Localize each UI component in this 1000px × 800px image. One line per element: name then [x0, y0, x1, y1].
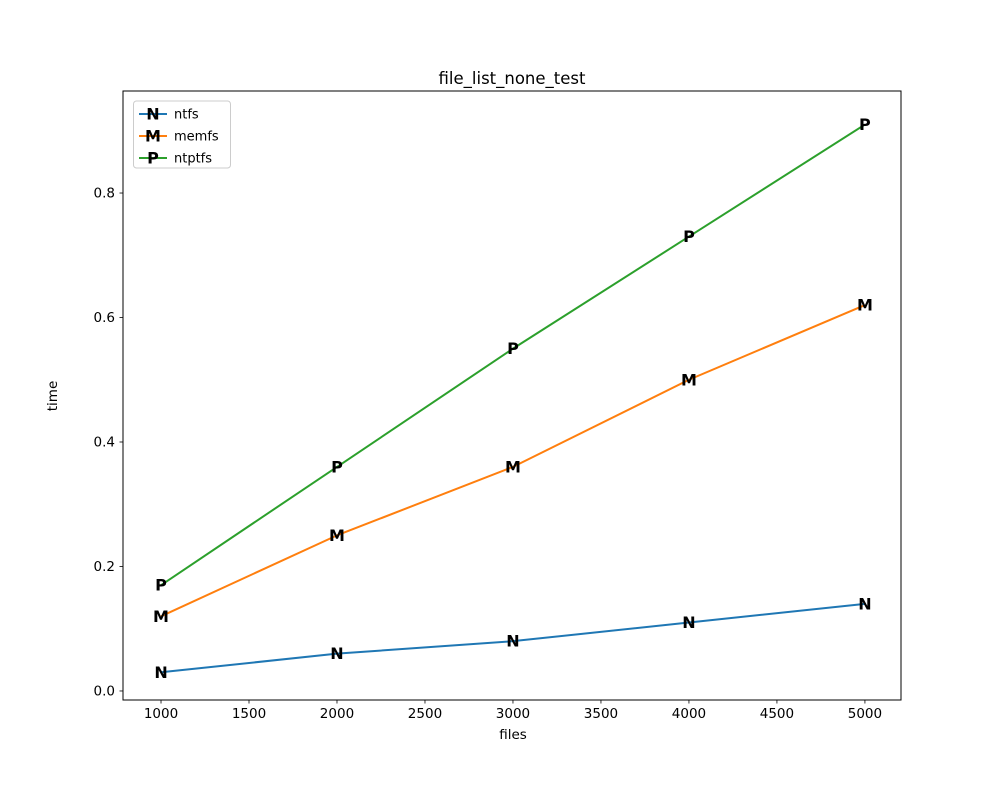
axes-frame [122, 90, 902, 701]
chart-title: file_list_none_test [439, 69, 586, 89]
legend-marker-ntptfs: P [147, 149, 159, 168]
x-tick-label: 1000 [144, 706, 178, 722]
series-line-ntfs [160, 602, 866, 674]
marker-memfs-4000: M [681, 370, 697, 389]
y-tick-label: 0.0 [94, 683, 115, 699]
x-tick-label: 3500 [584, 706, 618, 722]
x-tick-label: 3000 [496, 706, 530, 722]
legend-label-ntptfs: ntptfs [174, 152, 212, 167]
marker-memfs-5000: M [857, 296, 873, 315]
x-axis-label: files [499, 727, 527, 743]
x-tick-label: 4500 [760, 706, 794, 722]
series-line-ntptfs [160, 123, 866, 586]
legend-label-ntfs: ntfs [174, 108, 199, 123]
marker-memfs-3000: M [505, 457, 521, 476]
marker-ntfs-4000: N [682, 613, 695, 632]
legend-marker-memfs: M [145, 127, 161, 146]
series-line-memfs [160, 304, 866, 618]
x-tick-label: 1500 [232, 706, 266, 722]
x-tick-label: 4000 [672, 706, 706, 722]
x-tick-label: 5000 [848, 706, 882, 722]
y-tick-label: 0.2 [94, 559, 115, 575]
y-axis-label: time [45, 381, 61, 412]
marker-ntfs-3000: N [506, 632, 519, 651]
marker-ntptfs-3000: P [507, 339, 519, 358]
marker-ntptfs-1000: P [155, 576, 167, 595]
legend-label-memfs: memfs [174, 130, 219, 145]
legend-box [133, 100, 231, 169]
marker-ntfs-5000: N [858, 594, 871, 613]
marker-memfs-2000: M [329, 526, 345, 545]
legend-marker-ntfs: N [146, 105, 159, 124]
marker-ntfs-1000: N [154, 663, 167, 682]
marker-ntptfs-2000: P [331, 457, 343, 476]
y-tick-label: 0.6 [94, 310, 115, 326]
marker-memfs-1000: M [153, 607, 169, 626]
x-tick-label: 2500 [408, 706, 442, 722]
x-tick-label: 2000 [320, 706, 354, 722]
marker-ntptfs-4000: P [683, 227, 695, 246]
marker-ntfs-2000: N [330, 644, 343, 663]
marker-ntptfs-5000: P [859, 115, 871, 134]
y-tick-label: 0.8 [94, 186, 115, 202]
y-tick-label: 0.4 [94, 434, 115, 450]
